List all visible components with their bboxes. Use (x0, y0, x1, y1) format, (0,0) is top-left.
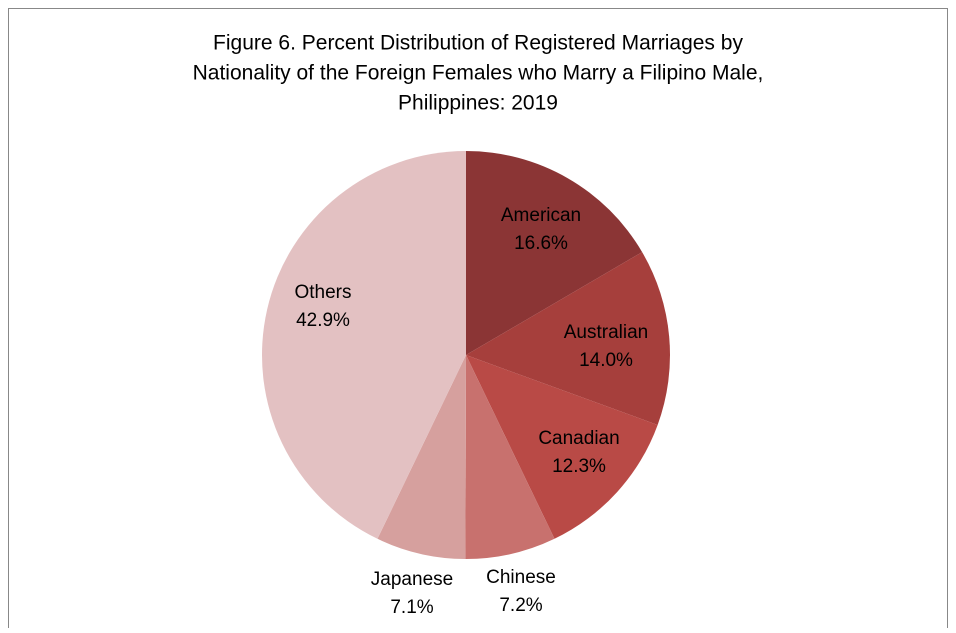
chart-title: Philippines: 2019 (398, 92, 558, 115)
pie-slice (466, 151, 643, 355)
chart-title: Figure 6. Percent Distribution of Regist… (213, 32, 743, 55)
slice-category-label: Chinese (486, 567, 556, 588)
pie-slice (466, 252, 671, 425)
slice-value-label: 16.6% (514, 233, 568, 254)
pie-slice (262, 151, 466, 539)
pie-slice (466, 355, 658, 539)
chart-title: Nationality of the Foreign Females who M… (193, 62, 764, 85)
pie-slice (377, 355, 466, 559)
slice-category-label: Australian (564, 322, 649, 343)
slice-value-label: 7.1% (390, 597, 433, 618)
slice-category-label: American (501, 205, 581, 226)
slice-value-label: 7.2% (499, 595, 542, 616)
slice-value-label: 42.9% (296, 310, 350, 331)
slice-value-label: 12.3% (552, 456, 606, 477)
slice-category-label: Others (294, 282, 351, 303)
slice-category-label: Japanese (371, 569, 453, 590)
slice-category-label: Canadian (538, 428, 619, 449)
slice-value-label: 14.0% (579, 350, 633, 371)
pie-slice (465, 355, 555, 559)
